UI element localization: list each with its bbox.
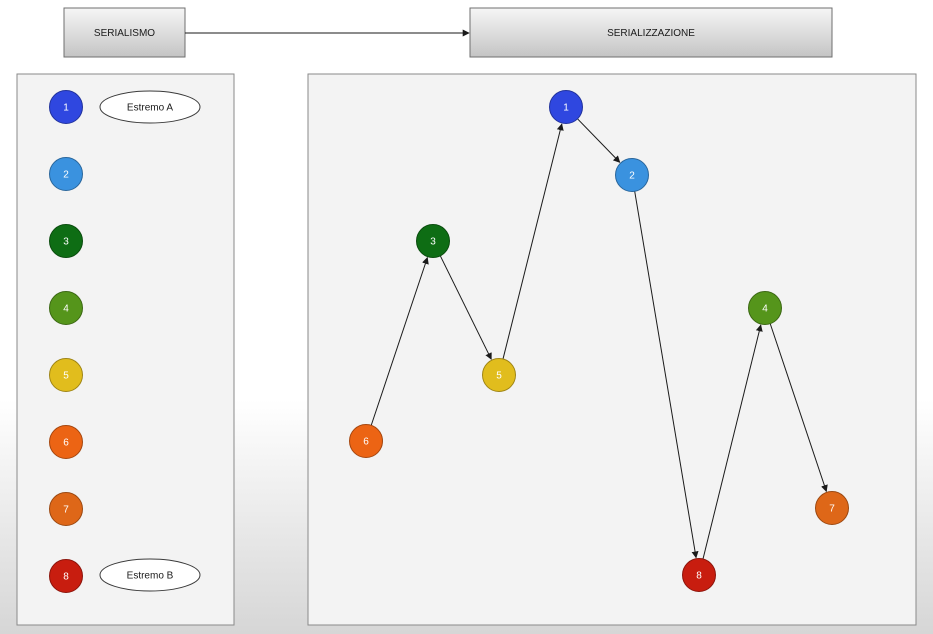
series-arrow [769,323,828,493]
series-node-3: 3 [416,224,450,258]
legend-nodes: 1 2 3 4 5 6 7 8 [49,90,83,593]
series-node-label: 4 [762,304,768,315]
series-node-circle [482,358,516,392]
series-node-label: 7 [829,504,835,515]
series-node-8: 8 [682,558,716,592]
series-node-label: 3 [430,237,436,248]
series-node-label: 5 [496,371,502,382]
series-arrow [702,324,763,560]
series-arrow [502,123,564,360]
series-node-5: 5 [482,358,516,392]
estremo-b-label: Estremo B [127,571,174,582]
series-node-label: 8 [696,571,702,582]
legend-node-label: 6 [63,438,69,449]
legend-node-5: 5 [49,358,83,392]
legend-node-2: 2 [49,157,83,191]
legend-node-circle [49,224,83,258]
legend-node-circle [49,90,83,124]
series-node-circle [682,558,716,592]
series-node-6: 6 [349,424,383,458]
legend-node-label: 5 [63,371,69,382]
legend-node-6: 6 [49,425,83,459]
series-arrow [370,256,429,426]
series-node-2: 2 [615,158,649,192]
series-node-4: 4 [748,291,782,325]
legend-node-8: 8 [49,559,83,593]
legend-node-circle [49,492,83,526]
series-node-1: 1 [549,90,583,124]
legend-node-4: 4 [49,291,83,325]
serialismo-label: SERIALISMO [94,28,155,39]
series-node-7: 7 [815,491,849,525]
series-node-label: 2 [629,171,635,182]
legend-node-circle [49,291,83,325]
series-arrow [439,255,492,360]
legend-node-label: 4 [63,304,69,315]
legend-node-7: 7 [49,492,83,526]
series-arrow [634,191,699,559]
series-node-circle [815,491,849,525]
legend-node-circle [49,157,83,191]
legend-node-label: 7 [63,505,69,516]
legend-panel [16,73,235,626]
legend-node-label: 1 [63,103,69,114]
series-node-circle [349,424,383,458]
series-panel [307,73,917,626]
series-node-circle [748,291,782,325]
series-arrow [577,118,621,163]
series-edges [370,118,828,560]
series-node-circle [549,90,583,124]
series-node-label: 6 [363,437,369,448]
legend-node-1: 1 [49,90,83,124]
estremo-a-ellipse [99,90,201,124]
legend-node-label: 3 [63,237,69,248]
legend-node-label: 8 [63,572,69,583]
legend-node-3: 3 [49,224,83,258]
legend-node-circle [49,358,83,392]
estremo-b-ellipse [99,558,201,592]
legend-node-label: 2 [63,170,69,181]
series-node-label: 1 [563,103,569,114]
legend-node-circle [49,559,83,593]
legend-node-circle [49,425,83,459]
serialismo-box [63,7,186,58]
series-node-circle [416,224,450,258]
estremo-a-label: Estremo A [127,103,173,114]
serializzazione-label: SERIALIZZAZIONE [607,28,695,39]
series-node-circle [615,158,649,192]
serializzazione-box [469,7,833,58]
